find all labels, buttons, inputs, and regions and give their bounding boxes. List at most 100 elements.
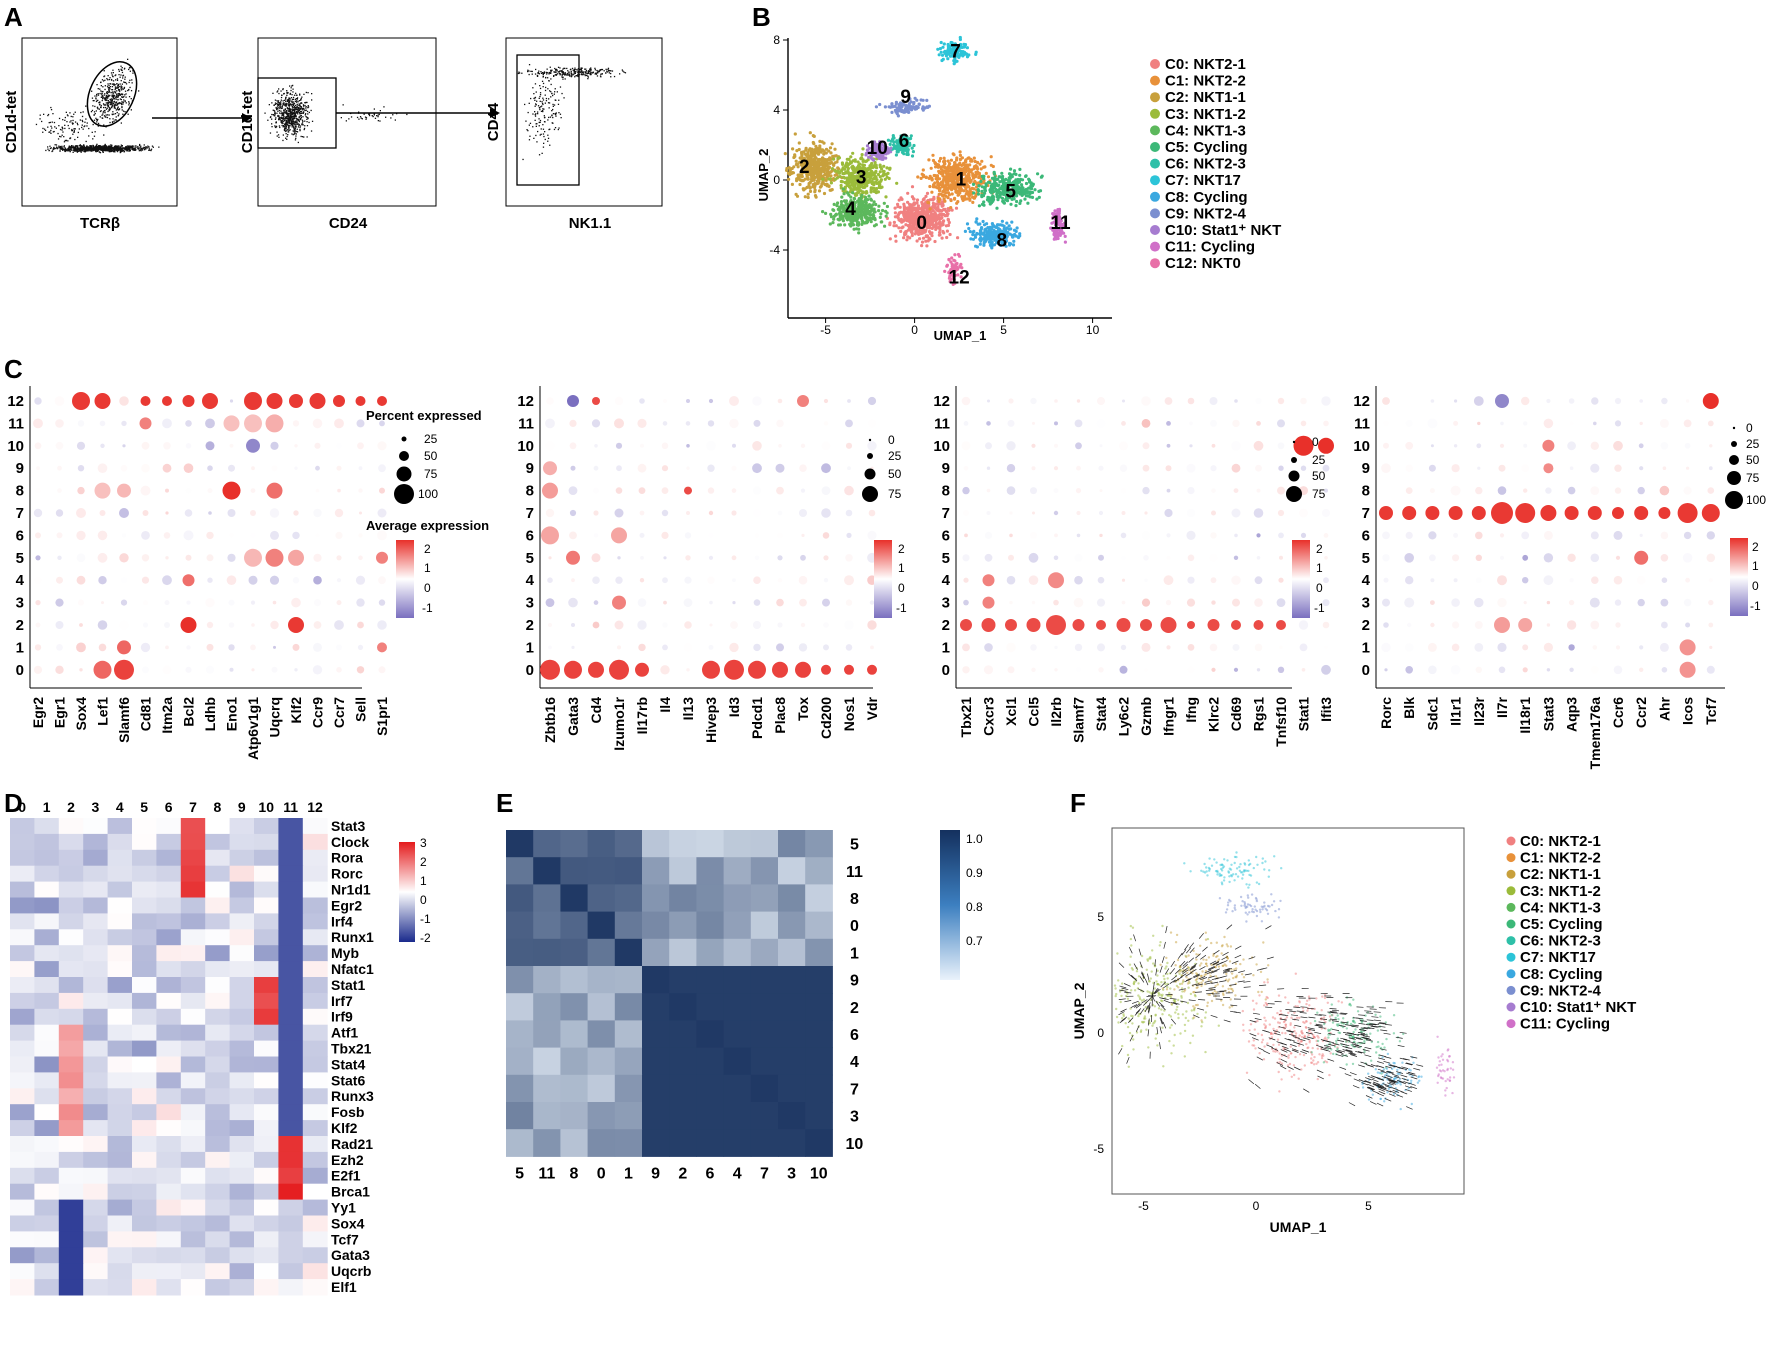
flow-event xyxy=(120,146,121,147)
umap-cell xyxy=(884,195,887,198)
flow-event xyxy=(551,93,552,94)
flow-event xyxy=(128,69,129,70)
umap-cell xyxy=(957,194,960,197)
umap-cell xyxy=(1040,176,1043,179)
flow-plot-3-events xyxy=(518,64,626,160)
umap-cell xyxy=(983,192,986,195)
flow-event xyxy=(580,69,581,70)
flow-event xyxy=(307,125,308,126)
flow-event xyxy=(552,104,553,105)
flow-event xyxy=(104,148,105,149)
flow-event xyxy=(527,130,528,131)
flow-event xyxy=(116,88,117,89)
flow-event xyxy=(131,79,132,80)
flow-event xyxy=(131,98,132,99)
flow-event xyxy=(112,105,113,106)
umap-cell xyxy=(979,180,982,183)
flow-event xyxy=(276,113,277,114)
flow-event xyxy=(547,88,548,89)
umap-cell xyxy=(805,147,808,150)
umap-cell xyxy=(1000,186,1003,189)
flow-event xyxy=(94,111,95,112)
umap-cell xyxy=(861,200,864,203)
flow-event xyxy=(36,124,37,125)
flow-event xyxy=(96,94,97,95)
flow-event xyxy=(106,109,107,110)
flow-event xyxy=(287,124,288,125)
flow-event xyxy=(541,111,542,112)
flow-event xyxy=(96,84,97,85)
flow-event xyxy=(291,104,292,105)
flow-event xyxy=(527,71,528,72)
flow-event xyxy=(116,116,117,117)
flow-event xyxy=(541,128,542,129)
flow-event xyxy=(123,111,124,112)
flow-event xyxy=(51,109,52,110)
flow-event xyxy=(62,149,63,150)
umap-cell xyxy=(943,166,946,169)
flow-event xyxy=(105,145,106,146)
flow-event xyxy=(111,95,112,96)
flow-event xyxy=(518,72,519,73)
umap-cell xyxy=(960,195,963,198)
flow-event xyxy=(75,148,76,149)
flow-event xyxy=(301,111,302,112)
flow-event xyxy=(551,70,552,71)
umap-cell xyxy=(874,175,877,178)
flow-event xyxy=(133,148,134,149)
flow-event xyxy=(303,94,304,95)
umap-cell xyxy=(927,201,930,204)
flow-event xyxy=(539,122,540,123)
umap-cell xyxy=(951,172,954,175)
umap-cell xyxy=(955,202,958,205)
flow-event xyxy=(88,149,89,150)
umap-cell xyxy=(832,218,835,221)
flow-event xyxy=(87,150,88,151)
flow-event xyxy=(99,104,100,105)
flow-event xyxy=(98,88,99,89)
umap-cell xyxy=(850,182,853,185)
flow-event xyxy=(298,123,299,124)
flow-event xyxy=(72,120,73,121)
flow-event xyxy=(117,148,118,149)
umap-cell xyxy=(947,218,950,221)
flow-event xyxy=(542,103,543,104)
flow-event xyxy=(117,78,118,79)
flow-event xyxy=(69,146,70,147)
umap-cell xyxy=(950,178,953,181)
flow-event xyxy=(293,97,294,98)
flow-event xyxy=(56,128,57,129)
flow-event xyxy=(107,98,108,99)
flow-event xyxy=(555,116,556,117)
umap-cell xyxy=(791,183,794,186)
umap-cell xyxy=(833,148,836,151)
flow-event xyxy=(74,139,75,140)
umap-cell xyxy=(931,198,934,201)
flow-event xyxy=(119,71,120,72)
umap-cell xyxy=(839,223,842,226)
umap-cell xyxy=(1035,198,1038,201)
flow-event xyxy=(299,130,300,131)
umap-cell xyxy=(870,220,873,223)
flow-event xyxy=(538,72,539,73)
umap-cell xyxy=(906,192,909,195)
flow-event xyxy=(295,120,296,121)
umap-cell xyxy=(920,244,923,247)
umap-cell xyxy=(967,167,970,170)
umap-cell xyxy=(991,190,994,193)
umap-cell xyxy=(829,174,832,177)
umap-xtick-label: -5 xyxy=(820,323,831,337)
flow-event xyxy=(57,133,58,134)
umap-cell xyxy=(791,171,794,174)
umap-cell xyxy=(867,195,870,198)
flow-event xyxy=(530,98,531,99)
umap-cell xyxy=(899,206,902,209)
flow-event xyxy=(311,93,312,94)
umap-cell xyxy=(874,203,877,206)
flow-event xyxy=(112,121,113,122)
flow-event xyxy=(105,148,106,149)
umap-cell xyxy=(821,210,824,213)
flow-event xyxy=(277,111,278,112)
umap-cell xyxy=(867,168,870,171)
flow-event xyxy=(543,86,544,87)
